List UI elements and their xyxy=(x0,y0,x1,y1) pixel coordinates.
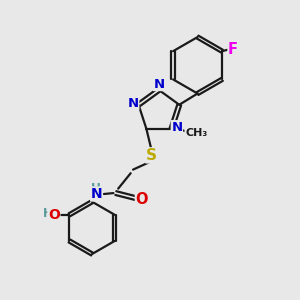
Text: N: N xyxy=(128,97,139,110)
Text: CH₃: CH₃ xyxy=(185,128,207,138)
Text: S: S xyxy=(146,148,157,163)
Text: N: N xyxy=(153,77,164,91)
Text: H: H xyxy=(91,182,101,194)
Text: O: O xyxy=(135,192,148,207)
Text: O: O xyxy=(48,208,60,222)
Text: F: F xyxy=(228,42,238,57)
Text: H: H xyxy=(43,207,53,220)
Text: N: N xyxy=(91,187,102,201)
Text: N: N xyxy=(171,121,182,134)
